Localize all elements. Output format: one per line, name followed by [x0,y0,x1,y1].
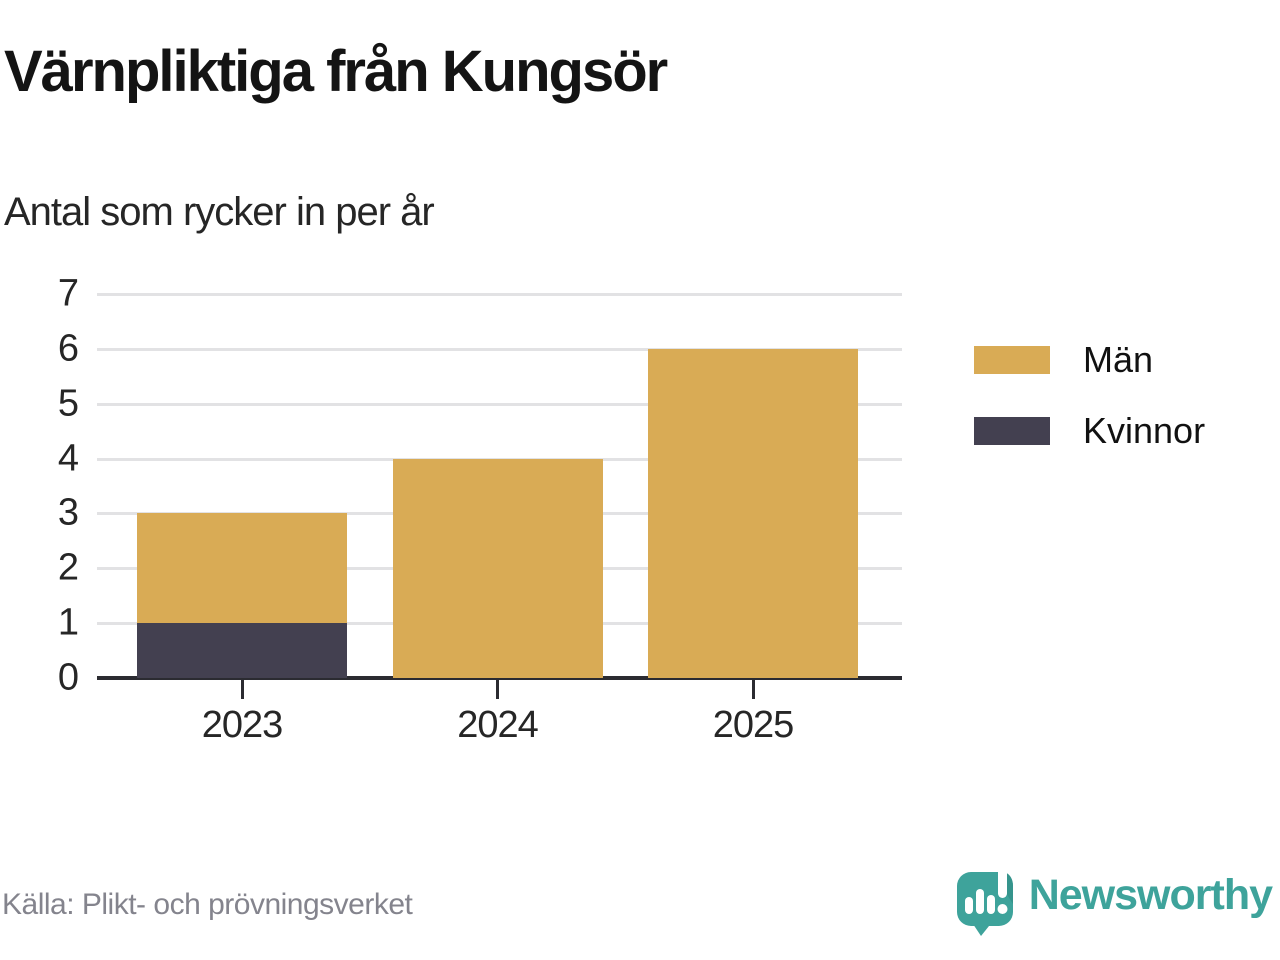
legend-swatch-kvinnor [974,417,1050,445]
bar-2024-män [392,458,603,678]
gridline-y-6 [97,347,902,351]
brand-logo: Newsworthy [955,858,1273,942]
x-tick-label-2024: 2024 [457,704,539,746]
legend-swatch-män [974,346,1050,374]
x-tick-label-2023: 2023 [201,704,284,746]
source-note: Källa: Plikt- och prövningsverket [2,888,413,921]
x-axis-line [97,676,902,680]
x-tick-2025 [751,680,755,699]
x-tick-label-2025: 2025 [712,704,795,746]
y-tick-label-5: 5 [57,382,79,425]
chart-subtitle: Antal som rycker in per år [4,190,435,234]
brand-name: Newsworthy [1028,871,1273,919]
y-tick-label-3: 3 [57,491,79,534]
chart-title: Värnpliktiga från Kungsör [4,39,668,104]
y-tick-label-1: 1 [57,601,79,644]
bar-2023-män [137,513,347,624]
newsworthy-speech-bubble-chart-icon [956,866,1013,936]
legend-item-män: Män [974,339,1205,381]
bar-2023-kvinnor [137,623,347,678]
legend-label-män: Män [1083,339,1154,380]
legend-item-kvinnor: Kvinnor [974,410,1205,452]
y-tick-label-0: 0 [57,656,79,699]
x-tick-2023 [240,680,244,699]
legend-label-kvinnor: Kvinnor [1083,410,1206,451]
y-tick-label-6: 6 [57,327,79,370]
bar-2025-män [648,348,858,678]
gridline-y-5 [97,402,902,406]
gridline-y-7 [97,293,902,296]
y-tick-label-7: 7 [57,272,79,315]
y-axis-labels: 0 1 2 3 4 5 6 7 [0,273,79,699]
legend: Män Kvinnor [974,339,1205,452]
y-tick-label-4: 4 [57,437,79,480]
plot-area: 2023 2024 2025 [97,293,902,746]
y-tick-label-2: 2 [57,546,79,589]
x-tick-2024 [496,680,499,699]
